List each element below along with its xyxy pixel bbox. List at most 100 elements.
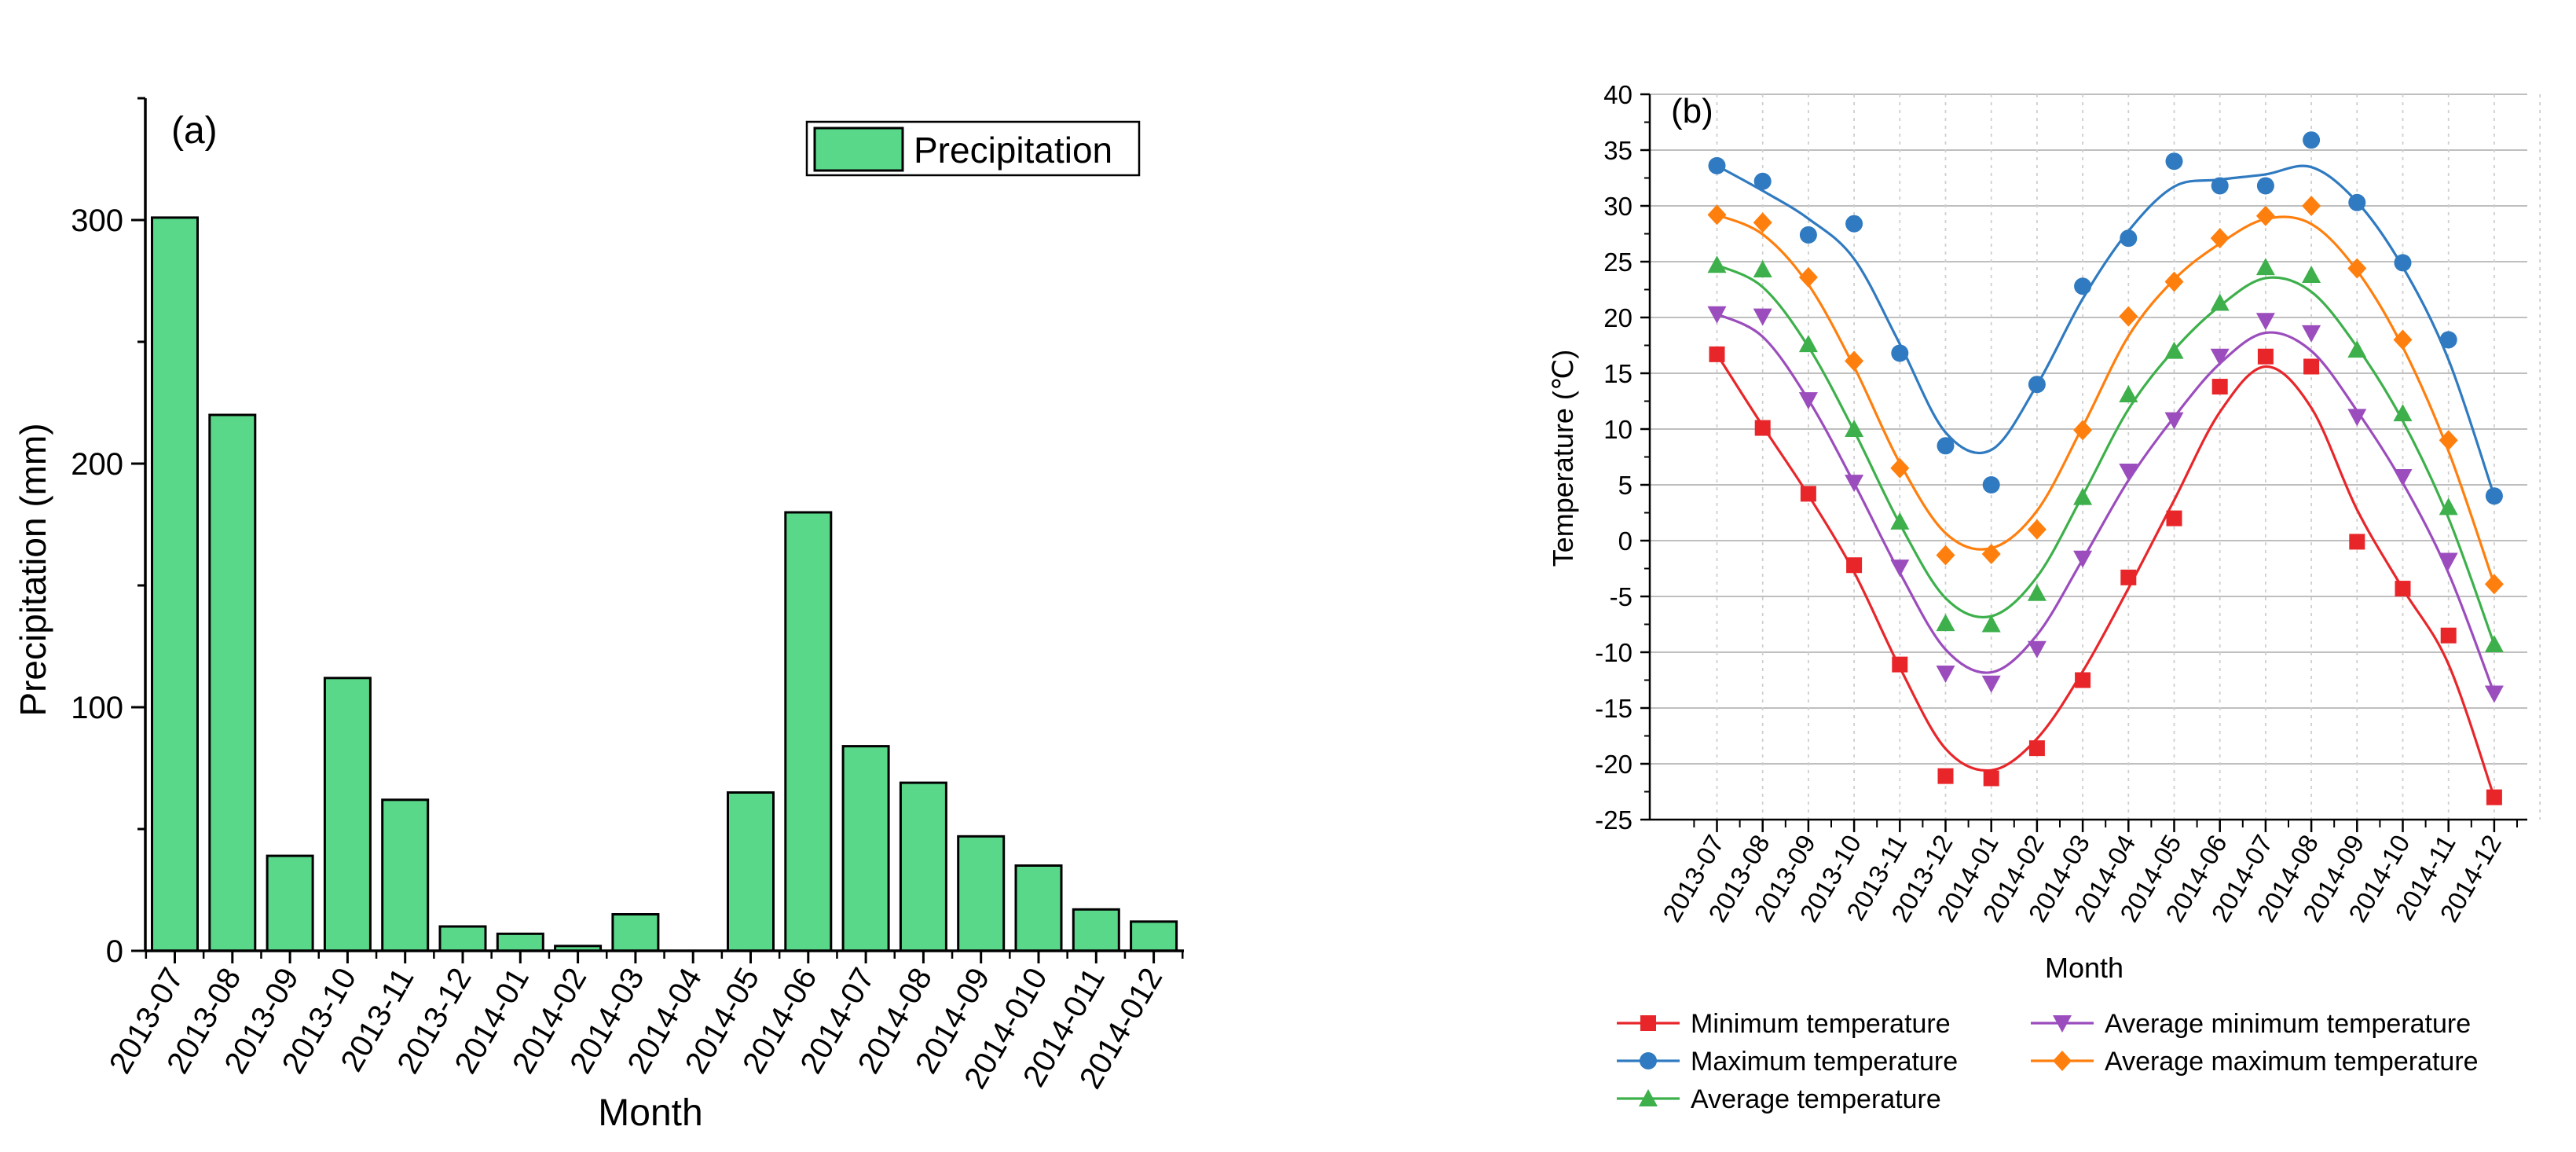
data-point	[1707, 204, 1727, 226]
panel-b-temperature-chart: (b) Month Temperature (℃) -25 -20 -15 -10 -5…	[1547, 80, 2541, 1114]
panel-a-legend-label: Precipitation	[914, 130, 1112, 171]
data-point	[1936, 545, 1955, 566]
bar-2013-09	[266, 854, 314, 952]
panel-b-y-tick-label: 25	[1603, 248, 1632, 277]
data-point	[1707, 306, 1727, 324]
data-point	[1754, 420, 1771, 436]
panel-a-y-tick-label: 100	[71, 691, 123, 725]
data-point	[1798, 392, 1818, 410]
data-point	[1983, 770, 1999, 787]
legend-label: Minimum temperature	[1691, 1009, 1951, 1039]
data-point	[2485, 487, 2503, 505]
bar-2014-03	[611, 913, 660, 952]
legend-label: Maximum temperature	[1691, 1047, 1958, 1077]
series-maximum-temperature	[1708, 131, 2503, 505]
legend-marker	[2053, 1051, 2072, 1071]
data-point	[2303, 358, 2320, 375]
data-point	[2484, 574, 2504, 595]
data-point	[2393, 469, 2413, 487]
series-line	[1716, 354, 2496, 798]
panel-a-legend-swatch	[813, 127, 904, 172]
data-point	[1846, 557, 1863, 574]
legend-marker	[1640, 1052, 1657, 1069]
data-point	[2166, 510, 2182, 526]
bar-2013-08	[208, 413, 257, 952]
data-point	[2439, 552, 2458, 570]
data-point	[1798, 266, 1818, 288]
panel-b-y-tick-label: -10	[1595, 638, 1632, 667]
panel-b-y-tick-label: 15	[1603, 359, 1632, 388]
series-line	[1716, 313, 2496, 695]
data-point	[2440, 627, 2457, 644]
data-point	[2348, 193, 2366, 211]
data-point	[2484, 635, 2504, 653]
data-point	[2210, 293, 2230, 311]
data-point	[2073, 487, 2093, 505]
legend-item: Minimum temperature	[1617, 1009, 1951, 1039]
data-point	[1845, 420, 1864, 437]
data-point	[1845, 215, 1863, 233]
data-point	[2349, 534, 2365, 550]
data-point	[1845, 350, 1864, 372]
data-point	[1799, 226, 1817, 244]
data-point	[2394, 254, 2412, 272]
panel-b-y-tick-label: 30	[1603, 192, 1632, 221]
data-point	[2393, 329, 2413, 350]
panel-b-y-tick-label: -5	[1610, 582, 1632, 611]
data-point	[2210, 228, 2230, 249]
panel-a-y-tick-label: 300	[71, 204, 123, 238]
bar-2014-01	[496, 932, 544, 952]
legend-item: Average maximum temperature	[2031, 1047, 2479, 1077]
legend-marker	[1639, 1089, 1658, 1106]
data-point	[1892, 656, 1908, 673]
data-point	[2347, 258, 2367, 279]
data-point	[1981, 675, 2001, 693]
data-point	[2257, 348, 2274, 365]
data-point	[2395, 581, 2411, 597]
panel-b-y-tick-label: -15	[1595, 694, 1632, 723]
data-point	[1891, 344, 1909, 362]
bar-2014-012	[1130, 920, 1178, 952]
bar-2014-05	[727, 791, 775, 952]
data-point	[2347, 340, 2367, 358]
data-point	[2302, 266, 2321, 284]
data-point	[1936, 614, 1955, 632]
bar-2013-07	[151, 216, 199, 952]
data-point	[1937, 437, 1955, 455]
data-point	[2255, 258, 2275, 276]
data-point	[2255, 205, 2275, 226]
panel-b-y-axis-title: Temperature (℃)	[1547, 350, 1579, 567]
bar-2014-011	[1072, 908, 1120, 952]
data-point	[2439, 331, 2457, 349]
data-point	[2210, 348, 2230, 366]
panel-a-y-axis-title: Precipitation (mm)	[13, 423, 53, 716]
bar-2014-010	[1014, 864, 1063, 952]
panel-b-y-tick-label: 0	[1618, 526, 1632, 556]
data-point	[2439, 430, 2458, 451]
data-point	[1890, 512, 1910, 530]
bar-2014-09	[957, 835, 1006, 952]
data-point	[2302, 196, 2321, 216]
data-point	[2027, 583, 2047, 601]
legend-item: Average minimum temperature	[2031, 1009, 2471, 1039]
data-point	[1936, 665, 1955, 683]
panel-b-y-tick-label: -20	[1595, 750, 1632, 779]
data-point	[2484, 685, 2504, 703]
data-point	[2120, 229, 2138, 248]
data-point	[1981, 544, 2001, 565]
legend-label: Average minimum temperature	[2105, 1009, 2471, 1039]
data-point	[2027, 640, 2047, 659]
data-point	[2027, 519, 2047, 540]
data-point	[1800, 486, 1816, 502]
series-average-temperature	[1707, 255, 2504, 653]
data-point	[1709, 346, 1725, 362]
legend-label: Average maximum temperature	[2105, 1047, 2479, 1077]
data-point	[1753, 308, 1772, 326]
data-point	[1890, 559, 1910, 578]
data-point	[2164, 341, 2184, 359]
data-point	[2164, 412, 2184, 430]
bar-2014-06	[784, 511, 833, 952]
legend-marker	[2053, 1015, 2072, 1033]
data-point	[1890, 457, 1910, 479]
data-point	[1753, 212, 1772, 233]
